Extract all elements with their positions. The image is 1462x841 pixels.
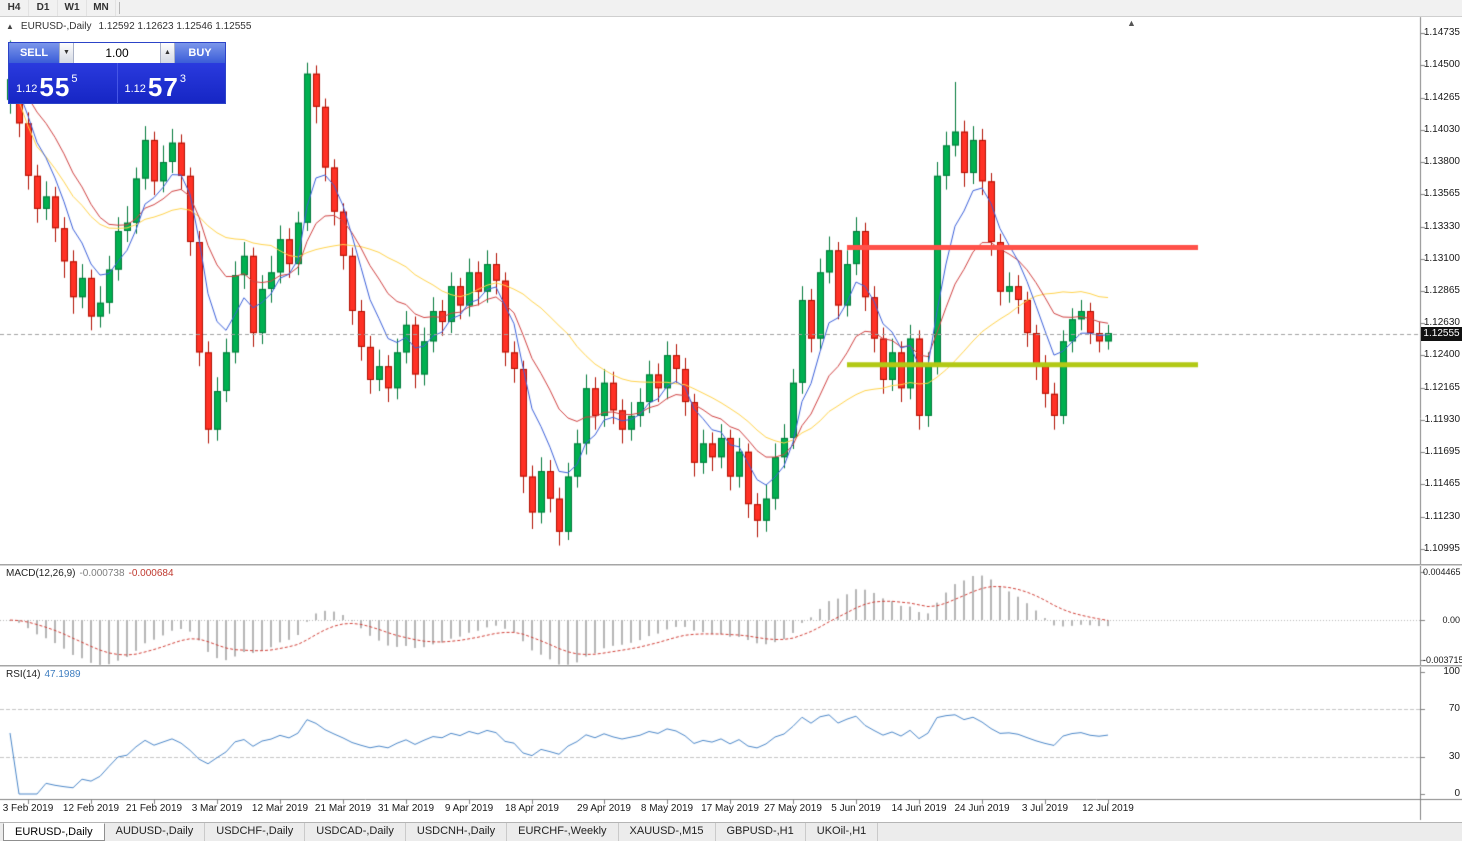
- chart-symbol-period: EURUSD-,Daily: [20, 21, 92, 32]
- volume-increase-icon[interactable]: ▲: [160, 43, 175, 63]
- current-price-tag: 1.12555: [1421, 326, 1462, 341]
- timeframe-button-mn[interactable]: MN: [87, 0, 116, 16]
- buy-price-prefix: 1.12: [124, 83, 146, 95]
- sell-price-sup: 5: [71, 73, 78, 85]
- time-axis-label: 5 Jun 2019: [831, 803, 881, 814]
- rsi-axis-label: 0: [1454, 788, 1460, 799]
- buy-price-button[interactable]: 1.12 57 3: [116, 63, 226, 103]
- price-axis-label: 1.12630: [1423, 317, 1460, 329]
- price-axis-label: 1.10995: [1423, 543, 1460, 554]
- chart-tab-usdchf-daily[interactable]: USDCHF-,Daily: [205, 823, 306, 841]
- time-axis-label: 3 Feb 2019: [2, 803, 54, 814]
- toolbar-separator: [119, 2, 120, 14]
- price-axis-label: 1.13330: [1423, 220, 1460, 232]
- one-click-panel-toggle-icon[interactable]: ▲: [6, 22, 14, 31]
- chart-shift-marker-icon[interactable]: ▲: [1127, 18, 1136, 28]
- rsi-axis-label: 100: [1443, 666, 1460, 677]
- chart-tab-bar: EURUSD-,Daily AUDUSD-,Daily USDCHF-,Daily U…: [0, 822, 1462, 841]
- time-axis-label: 31 Mar 2019: [377, 803, 435, 814]
- macd-axis-label: -0.003715: [1423, 655, 1462, 665]
- rsi-indicator-label: RSI(14) 47.1989: [6, 669, 81, 680]
- price-axis-label: 1.11230: [1424, 510, 1460, 522]
- time-axis-label: 9 Apr 2019: [444, 803, 494, 814]
- macd-panel-separator[interactable]: [0, 564, 1462, 566]
- sell-price-big: 55: [39, 72, 71, 102]
- rsi-axis-label: 70: [1448, 702, 1460, 714]
- time-axis-label: 3 Mar 2019: [191, 803, 243, 814]
- price-axis-label: 1.11695: [1424, 446, 1460, 458]
- sell-price-prefix: 1.12: [16, 83, 38, 95]
- time-axis-label: 21 Mar 2019: [314, 803, 372, 814]
- timeframe-button-w1[interactable]: W1: [58, 0, 87, 16]
- chart-tab-usdcnh-daily[interactable]: USDCNH-,Daily: [406, 823, 508, 841]
- price-axis-label: 1.11465: [1424, 478, 1460, 490]
- time-axis-label: 24 Jun 2019: [954, 803, 1010, 814]
- price-axis-label: 1.14500: [1423, 59, 1460, 71]
- macd-indicator-label: MACD(12,26,9) -0.000738 -0.000684: [6, 568, 174, 579]
- price-axis-label: 1.13100: [1423, 252, 1460, 264]
- sell-button[interactable]: SELL: [9, 43, 59, 63]
- rsi-panel-separator[interactable]: [0, 665, 1462, 667]
- chart-title: ▲ EURUSD-,Daily 1.12592 1.12623 1.12546 …: [6, 21, 251, 32]
- volume-input[interactable]: [74, 43, 160, 63]
- price-axis-label: 1.12865: [1423, 285, 1460, 296]
- time-axis-label: 12 Jul 2019: [1082, 803, 1134, 814]
- price-axis-label: 1.13800: [1423, 156, 1460, 167]
- buy-button[interactable]: BUY: [175, 43, 225, 63]
- macd-axis-label: 0.00: [1442, 615, 1460, 626]
- time-axis-label: 21 Feb 2019: [125, 803, 183, 814]
- timeframe-button-h4[interactable]: H4: [0, 0, 29, 16]
- chart-tab-ukoil-h1[interactable]: UKOil-,H1: [806, 823, 879, 841]
- macd-main-value: -0.000738: [79, 568, 125, 579]
- chart-tab-usdcad-daily[interactable]: USDCAD-,Daily: [305, 823, 406, 841]
- price-axis-label: 1.12165: [1423, 381, 1460, 393]
- rsi-value: 47.1989: [44, 669, 81, 680]
- macd-name: MACD(12,26,9): [6, 568, 76, 579]
- time-axis-label: 18 Apr 2019: [505, 803, 559, 814]
- trade-panel-controls: SELL ▼ ▲ BUY: [9, 43, 225, 63]
- trade-panel-prices: 1.12 55 5 1.12 57 3: [9, 63, 225, 103]
- rsi-name: RSI(14): [6, 669, 41, 680]
- chart-tab-eurchf-weekly[interactable]: EURCHF-,Weekly: [507, 823, 619, 841]
- price-axis-label: 1.13565: [1423, 188, 1460, 200]
- sell-price-button[interactable]: 1.12 55 5: [9, 63, 117, 103]
- time-axis-label: 17 May 2019: [701, 803, 759, 814]
- chart-tab-eurusd-daily[interactable]: EURUSD-,Daily: [3, 823, 105, 841]
- chart-tab-gbpusd-h1[interactable]: GBPUSD-,H1: [716, 823, 806, 841]
- timeframe-toolbar: H4 D1 W1 MN: [0, 0, 1462, 17]
- time-axis-label: 3 Jul 2019: [1021, 803, 1069, 814]
- time-axis-label: 8 May 2019: [640, 803, 694, 814]
- time-axis-label: 12 Mar 2019: [251, 803, 309, 814]
- time-axis-label: 27 May 2019: [764, 803, 822, 814]
- price-axis-label: 1.14030: [1423, 124, 1460, 136]
- time-axis-label: 29 Apr 2019: [577, 803, 631, 814]
- volume-decrease-icon[interactable]: ▼: [59, 43, 74, 63]
- time-axis-label: 12 Feb 2019: [62, 803, 120, 814]
- time-axis-label: 14 Jun 2019: [891, 803, 947, 814]
- timeframe-button-d1[interactable]: D1: [29, 0, 58, 16]
- rsi-axis-label: 30: [1448, 751, 1460, 763]
- chart-tab-xauusd-m15[interactable]: XAUUSD-,M15: [619, 823, 716, 841]
- buy-price-sup: 3: [179, 73, 186, 85]
- one-click-trading-panel: SELL ▼ ▲ BUY 1.12 55 5 1.12 57 3: [8, 42, 226, 104]
- buy-price-big: 57: [147, 72, 179, 102]
- price-axis-label: 1.14265: [1423, 91, 1460, 103]
- price-axis-label: 1.12400: [1423, 349, 1460, 361]
- chart-ohlc-readout: 1.12592 1.12623 1.12546 1.12555: [98, 21, 252, 32]
- price-axis-label: 1.14735: [1423, 27, 1460, 38]
- macd-axis-label: 0.004465: [1423, 567, 1461, 577]
- macd-signal-value: -0.000684: [128, 568, 174, 579]
- price-axis-label: 1.11930: [1424, 414, 1460, 425]
- chart-tab-audusd-daily[interactable]: AUDUSD-,Daily: [105, 823, 206, 841]
